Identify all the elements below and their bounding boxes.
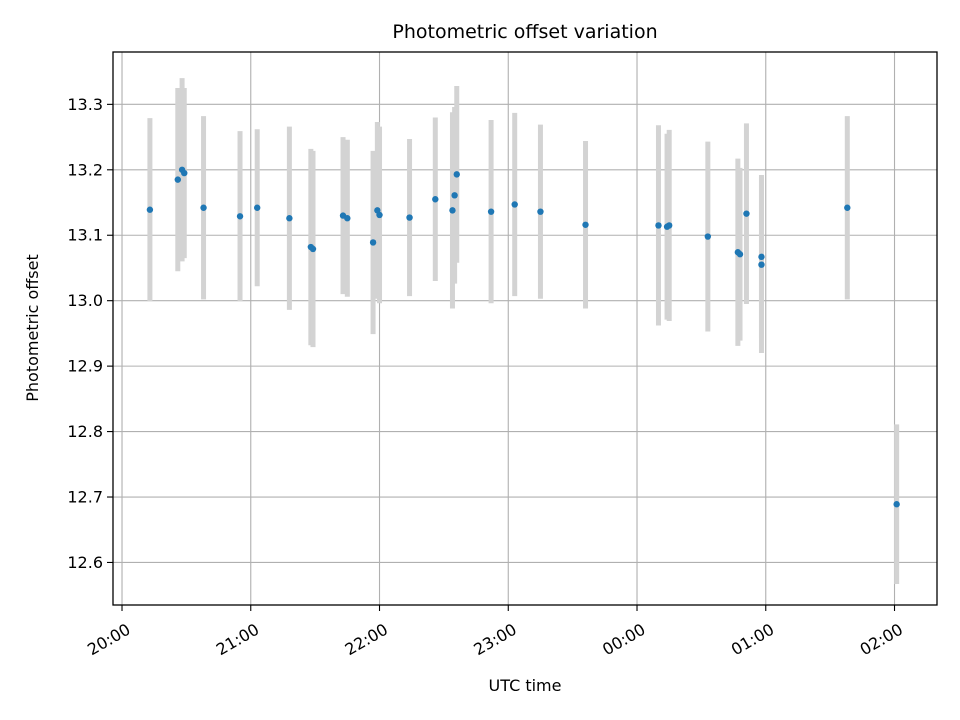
data-point	[655, 222, 662, 229]
data-point	[758, 261, 765, 268]
data-point	[511, 201, 518, 208]
y-tick-label: 12.9	[67, 357, 103, 376]
data-point	[286, 215, 293, 222]
data-point	[743, 210, 750, 217]
plot-frame	[112, 51, 938, 606]
data-point	[537, 208, 544, 215]
data-point	[453, 171, 460, 178]
y-tick-label: 13.0	[67, 291, 103, 310]
data-point	[236, 213, 244, 220]
data-point	[432, 196, 439, 203]
data-point	[451, 192, 458, 199]
chart-title: Photometric offset variation	[392, 21, 657, 43]
y-tick-label: 13.2	[67, 160, 103, 179]
data-point	[200, 204, 207, 211]
data-point	[487, 208, 495, 215]
data-point	[406, 214, 413, 221]
y-tick-label: 12.6	[67, 553, 103, 572]
data-points	[146, 166, 900, 508]
x-axis-label: UTC time	[489, 676, 562, 695]
data-point	[376, 211, 383, 219]
y-tick-label: 12.7	[67, 488, 103, 507]
data-point	[146, 206, 154, 213]
data-point	[181, 169, 188, 177]
data-point	[844, 204, 851, 211]
data-point	[174, 176, 182, 183]
data-point	[893, 501, 900, 508]
grid	[113, 52, 937, 605]
data-point	[449, 207, 456, 214]
data-point	[254, 204, 261, 211]
data-point	[582, 221, 589, 228]
y-axis-label: Photometric offset	[23, 254, 42, 402]
y-tick-label: 13.1	[67, 226, 103, 245]
data-point	[309, 245, 317, 253]
data-point	[369, 239, 377, 246]
y-tick-label: 13.3	[67, 95, 103, 114]
data-point	[344, 215, 351, 222]
y-tick-label: 12.8	[67, 422, 103, 441]
data-point	[758, 253, 765, 261]
data-point	[666, 222, 673, 229]
data-point	[704, 233, 712, 240]
data-point	[736, 251, 744, 258]
